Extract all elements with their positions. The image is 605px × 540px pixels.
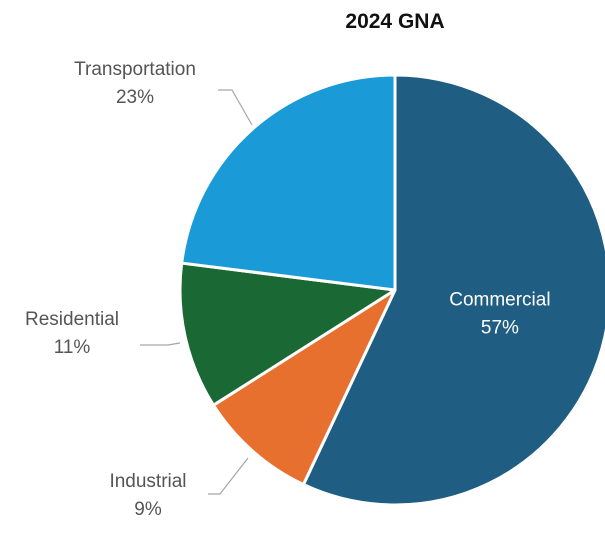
pie-slices [178, 73, 605, 507]
leader-line-industrial [208, 457, 249, 495]
leader-line-residential [140, 342, 181, 346]
leader-lines [140, 89, 253, 495]
slice-label-industrial: Industrial 9% [109, 471, 186, 520]
slice-label-transportation: Transportation 23% [74, 59, 196, 108]
slice-category-residential: Residential [25, 309, 119, 330]
slice-value-commercial: 57% [481, 317, 519, 338]
slice-category-commercial: Commercial [449, 289, 550, 310]
leader-line-transportation [218, 89, 253, 126]
pie-slice-residential [178, 261, 397, 407]
slice-labels: Commercial 57% Industrial 9% Residential 11% T… [25, 59, 551, 520]
pie-slice-transportation [180, 73, 397, 292]
slice-label-commercial: Commercial 57% [449, 289, 550, 338]
chart-title: 2024 GNA [345, 10, 444, 33]
pie-slice-industrial [211, 288, 397, 487]
slice-category-transportation: Transportation [74, 59, 196, 80]
slice-value-residential: 11% [54, 337, 91, 358]
slice-value-transportation: 23% [116, 87, 154, 108]
slice-value-industrial: 9% [134, 499, 162, 520]
slice-label-residential: Residential 11% [25, 309, 119, 358]
slice-category-industrial: Industrial [109, 471, 186, 492]
